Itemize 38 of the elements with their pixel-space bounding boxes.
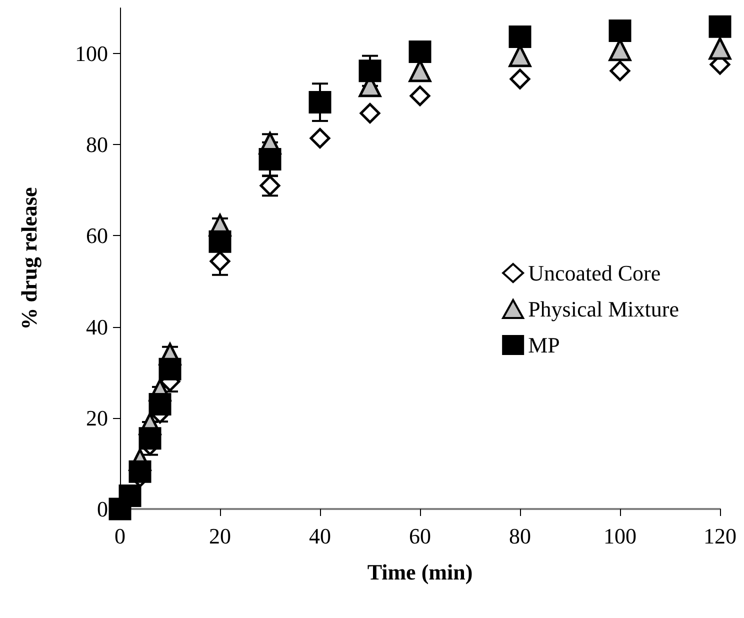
x-tick-label: 100 <box>604 524 636 548</box>
x-tick-label: 60 <box>409 524 431 548</box>
x-axis-title: Time (min) <box>367 560 473 584</box>
y-tick-label: 100 <box>75 41 108 66</box>
legend-label: Uncoated Core <box>528 260 661 286</box>
point <box>708 15 732 38</box>
point <box>118 484 142 508</box>
y-tick-label: 40 <box>86 314 108 340</box>
point <box>148 392 172 416</box>
x-tick-label: 40 <box>309 524 331 548</box>
y-tick-label: 60 <box>86 223 108 248</box>
point <box>608 20 632 42</box>
point <box>138 427 162 450</box>
point <box>358 60 382 82</box>
x-tick-label: 120 <box>704 524 736 548</box>
x-tick-label: 0 <box>114 524 126 548</box>
point <box>310 128 330 149</box>
point <box>208 230 232 253</box>
point <box>210 250 230 272</box>
point <box>308 91 332 114</box>
point <box>410 86 430 106</box>
y-tick-label: 0 <box>97 496 108 522</box>
y-tick-label: 20 <box>86 405 108 430</box>
point <box>158 358 182 380</box>
point <box>610 60 630 82</box>
y-tick-label: 80 <box>86 132 108 158</box>
point <box>360 102 380 124</box>
point <box>408 40 432 63</box>
point <box>708 37 732 60</box>
y-axis-title: % drug release <box>16 186 42 330</box>
point <box>128 460 152 483</box>
legend-label: Physical Mixture <box>528 296 680 322</box>
point <box>258 148 282 170</box>
point <box>508 25 532 48</box>
legend-label: MP <box>528 332 560 358</box>
x-tick-label: 80 <box>509 524 531 548</box>
x-tick-label: 20 <box>209 524 231 548</box>
point <box>510 68 530 90</box>
